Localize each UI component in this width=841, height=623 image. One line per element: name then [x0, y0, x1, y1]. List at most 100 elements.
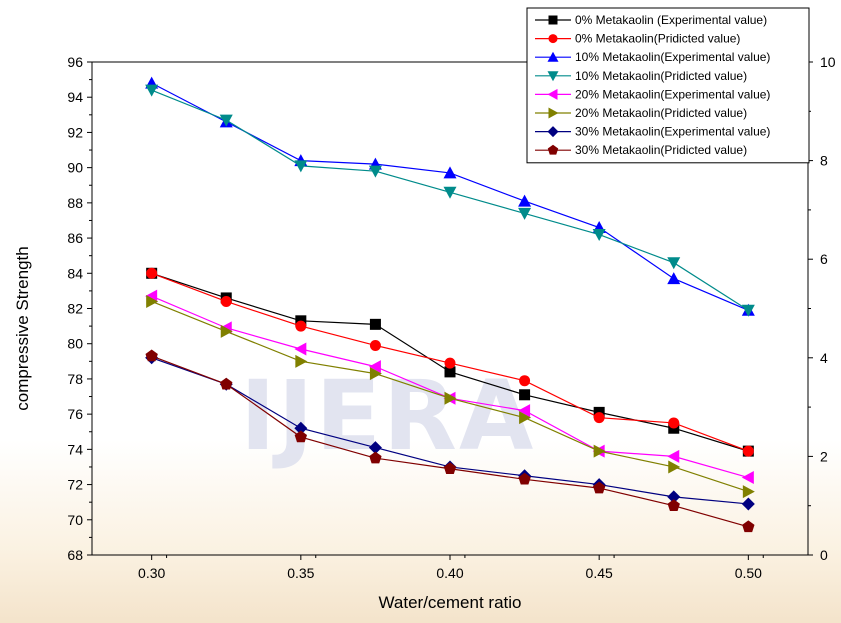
data-point: [742, 445, 754, 457]
data-point: [219, 114, 233, 127]
data-point: [443, 186, 457, 199]
x-tick-label: 0.50: [735, 565, 762, 581]
legend-item: 0% Metakaolin(Pridicted value): [535, 32, 740, 46]
series-4: [145, 84, 755, 317]
y-tick-label: 74: [67, 441, 83, 457]
legend-label: 0% Metakaolin (Experimental value): [575, 13, 767, 27]
legend-label: 20% Metakaolin(Pridicted value): [575, 106, 747, 120]
data-point: [741, 497, 755, 511]
data-point: [667, 449, 680, 463]
legend-item: 20% Metakaolin(Pridicted value): [535, 106, 747, 120]
data-point: [368, 165, 382, 178]
y-tick-label: 84: [67, 265, 83, 281]
data-point: [146, 267, 158, 279]
series-8: [145, 349, 755, 533]
legend: 0% Metakaolin (Experimental value) 0% Met…: [526, 7, 810, 164]
data-point: [592, 229, 606, 242]
data-point: [369, 451, 382, 464]
data-point: [443, 462, 457, 474]
data-point: [741, 304, 755, 317]
data-point: [667, 257, 681, 270]
series-line: [151, 355, 749, 528]
y-tick-label: 94: [67, 89, 83, 105]
data-point: [369, 318, 381, 330]
legend-label: 10% Metakaolin(Pridicted value): [575, 69, 747, 83]
data-point: [547, 126, 559, 138]
data-point: [146, 294, 159, 308]
y-tick-label: 82: [67, 301, 83, 317]
data-point: [519, 411, 532, 425]
data-point: [444, 391, 457, 405]
y2-tick-label: 2: [820, 448, 828, 464]
data-point: [369, 339, 381, 351]
legend-box: [526, 7, 810, 164]
y-tick-label: 78: [67, 371, 83, 387]
legend-item: 20% Metakaolin(Experimental value): [535, 87, 770, 101]
data-point: [519, 375, 531, 387]
data-point: [592, 481, 606, 494]
y-tick-label: 90: [67, 160, 83, 176]
data-point: [593, 444, 606, 458]
data-point: [667, 272, 681, 285]
x-tick-label: 0.40: [436, 565, 463, 581]
data-point: [668, 417, 680, 429]
data-point: [220, 377, 233, 390]
data-point: [547, 144, 559, 155]
data-point: [295, 320, 307, 332]
y2-tick-label: 8: [820, 153, 828, 169]
data-point: [518, 194, 532, 207]
axis-layer: 68707274767880828486889092949602468100.3…: [67, 54, 835, 581]
data-point: [518, 207, 532, 220]
data-point: [145, 84, 159, 97]
data-point: [547, 88, 558, 100]
y-tick-label: 70: [67, 512, 83, 528]
data-point: [295, 354, 308, 368]
y2-tick-label: 0: [820, 547, 828, 563]
y-tick-label: 88: [67, 195, 83, 211]
legend-item: 10% Metakaolin(Pridicted value): [535, 69, 747, 83]
y-tick-label: 86: [67, 230, 83, 246]
y-tick-label: 80: [67, 336, 83, 352]
legend-label: 0% Metakaolin(Pridicted value): [575, 32, 740, 46]
data-point: [548, 15, 558, 25]
x-tick-label: 0.30: [138, 565, 165, 581]
data-point: [742, 520, 755, 533]
data-point: [667, 490, 681, 504]
y2-tick-label: 4: [820, 350, 828, 366]
series-layer: [145, 76, 755, 533]
data-point: [741, 471, 754, 485]
data-point: [548, 107, 559, 119]
x-tick-label: 0.45: [586, 565, 613, 581]
data-point: [548, 34, 558, 44]
legend-label: 30% Metakaolin(Experimental value): [575, 125, 770, 139]
data-point: [294, 421, 308, 435]
legend-item: 30% Metakaolin(Pridicted value): [535, 143, 747, 157]
legend-label: 30% Metakaolin(Pridicted value): [575, 143, 747, 157]
y-tick-label: 92: [67, 124, 83, 140]
data-point: [294, 430, 308, 443]
data-point: [518, 472, 531, 485]
legend-label: 20% Metakaolin(Experimental value): [575, 87, 770, 101]
data-point: [145, 349, 158, 362]
data-point: [547, 51, 559, 62]
watermark-text: IJERA: [240, 360, 536, 472]
data-point: [220, 295, 232, 307]
data-point: [547, 71, 559, 82]
data-point: [369, 367, 382, 381]
data-point: [443, 166, 457, 179]
data-point: [368, 360, 381, 374]
data-point: [742, 485, 755, 499]
series-5: [145, 289, 754, 485]
data-point: [294, 160, 308, 173]
legend-label: 10% Metakaolin(Experimental value): [575, 50, 770, 64]
series-line: [151, 357, 749, 505]
legend-item: 10% Metakaolin(Experimental value): [535, 50, 770, 64]
y2-tick-label: 10: [820, 54, 836, 70]
data-point: [667, 499, 680, 511]
data-point: [593, 412, 605, 424]
y-axis-title: compressive Strength: [13, 246, 32, 410]
data-point: [368, 441, 382, 455]
data-point: [444, 357, 456, 369]
